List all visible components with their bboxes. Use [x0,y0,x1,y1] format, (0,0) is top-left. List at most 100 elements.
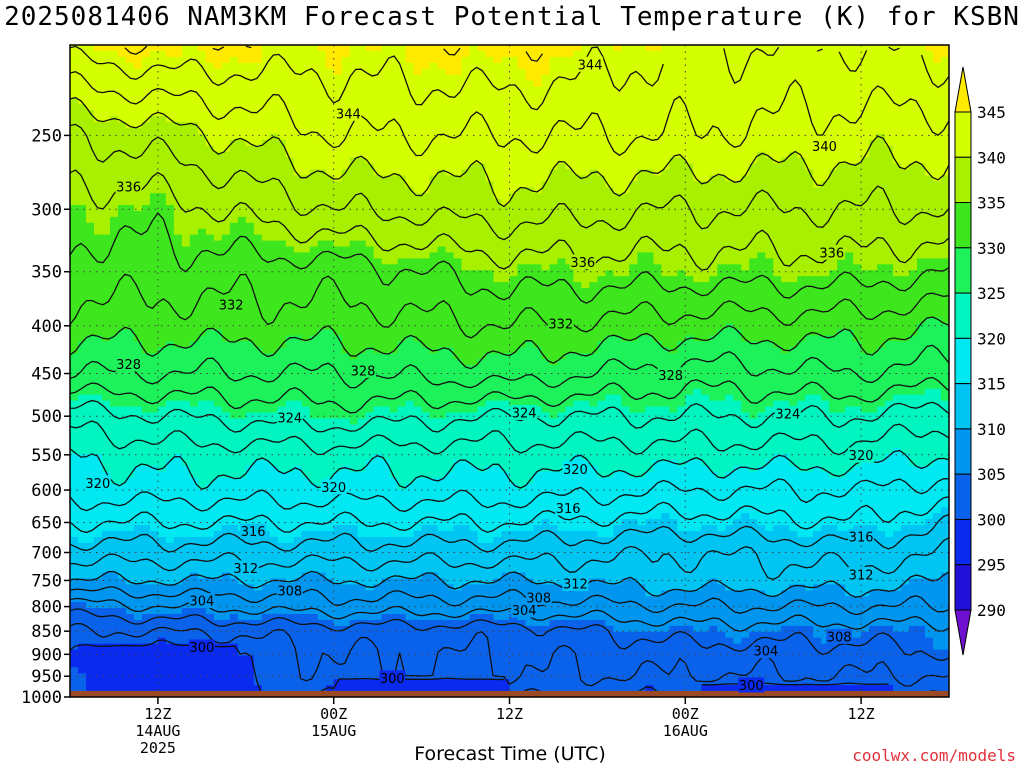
contour-label: 300 [189,641,214,656]
colorbar-top-arrow [954,66,972,113]
contour-label-bg [848,447,875,463]
y-tick-label: 950 [31,667,62,687]
contour-label: 336 [819,246,844,261]
contour-338 [70,123,949,241]
y-tick-label: 1000 [21,688,62,708]
y-tick-label: 700 [31,544,62,564]
contour-label: 332 [219,299,244,314]
contour-label-bg [752,643,779,659]
colorbar-tick-label: 305 [977,465,1006,484]
colorbar-band [954,292,972,339]
contour-label-bg [188,592,215,608]
contour-label-bg [818,244,845,260]
contour-302 [70,622,949,687]
contour-label-bg [547,315,574,331]
contour-label: 324 [512,406,537,421]
contour-330 [70,316,949,370]
y-tick-label: 600 [31,481,62,501]
x-tick-label: 16AUG [663,722,708,740]
y-tick-label: 900 [31,645,62,665]
y-tick-label: 800 [31,598,62,618]
colorbar-tick-label: 290 [977,601,1006,620]
contour-label-bg [218,297,245,313]
contour-label: 316 [556,502,581,517]
contour-label-bg [562,576,589,592]
contour-label: 332 [548,317,573,332]
y-tick-label: 500 [31,407,62,427]
colorbar-band [954,428,972,475]
contour-346 [124,45,544,62]
x-tick-label: 2025 [140,739,176,757]
colorbar-band [954,518,972,566]
colorbar-band [954,473,972,520]
contour-label: 336 [570,256,595,271]
contour-label: 328 [116,358,141,373]
x-tick-label: 00Z [672,705,699,723]
colorbar-band [954,383,972,430]
contour-320 [70,448,949,490]
contour-label-bg [232,560,259,576]
x-tick-label: 12Z [848,705,875,723]
contour-label-bg [511,602,538,618]
colorbar-band [954,337,972,385]
contour-label-bg [320,479,347,495]
contour-label-bg [379,670,406,686]
contour-label: 328 [658,369,683,384]
contour-306 [70,597,949,632]
contour-label-bg [511,404,538,420]
x-tick-label: 12Z [144,705,171,723]
contour-label: 340 [812,140,837,155]
contour-label: 320 [321,481,346,496]
x-tick-label: 14AUG [135,722,180,740]
contour-312 [70,537,949,581]
contour-label: 312 [849,569,874,584]
contour-label: 320 [85,477,110,492]
colorbar-tick-label: 340 [977,148,1006,167]
contour-label: 324 [277,411,302,426]
contour-label-bg [335,105,362,121]
contour-label: 320 [849,449,874,464]
grid-lines [70,45,949,698]
x-tick-label: 12Z [496,705,523,723]
contour-label: 300 [739,679,764,694]
y-tick-label: 450 [31,365,62,385]
colorbar-tick-label: 320 [977,329,1006,348]
contour-label: 344 [336,107,361,122]
contour-label-bg [811,138,838,154]
x-axis-title: Forecast Time (UTC) [414,743,606,765]
potential-temperature-field [70,45,949,697]
contour-316 [70,496,949,534]
contour-label: 344 [578,58,603,73]
contour-344 [70,45,949,111]
contour-label: 308 [277,585,302,600]
contour-label-bg [276,583,303,599]
contour-label: 316 [849,531,874,546]
contour-label-bg [115,179,142,195]
colorbar-tick-label: 335 [977,194,1006,213]
contour-label: 312 [563,578,588,593]
colorbar-tick-label: 310 [977,420,1006,439]
contour-label-bg [774,405,801,421]
colorbar-band [954,564,972,611]
credit-link[interactable]: coolwx.com/models [852,746,1016,765]
colorbar-tick-label: 345 [977,103,1006,122]
contour-label: 300 [380,672,405,687]
contour-324 [70,399,949,433]
contour-label-bg [555,500,582,516]
contour-label-bg [738,677,765,693]
contour-label: 320 [563,463,588,478]
contour-label-bg [350,362,376,378]
contour-label-bg [525,589,552,605]
contour-label: 324 [775,407,800,422]
contour-label: 304 [512,604,537,619]
contour-label-bg [115,356,142,372]
colorbar-band [954,202,972,249]
contour-label-bg [577,56,604,72]
y-tick-label: 250 [31,126,62,146]
contour-label-bg [240,523,267,539]
contour-342 [70,71,949,157]
contour-318 [70,478,949,513]
contour-label: 316 [241,525,266,540]
y-tick-label: 750 [31,571,62,591]
